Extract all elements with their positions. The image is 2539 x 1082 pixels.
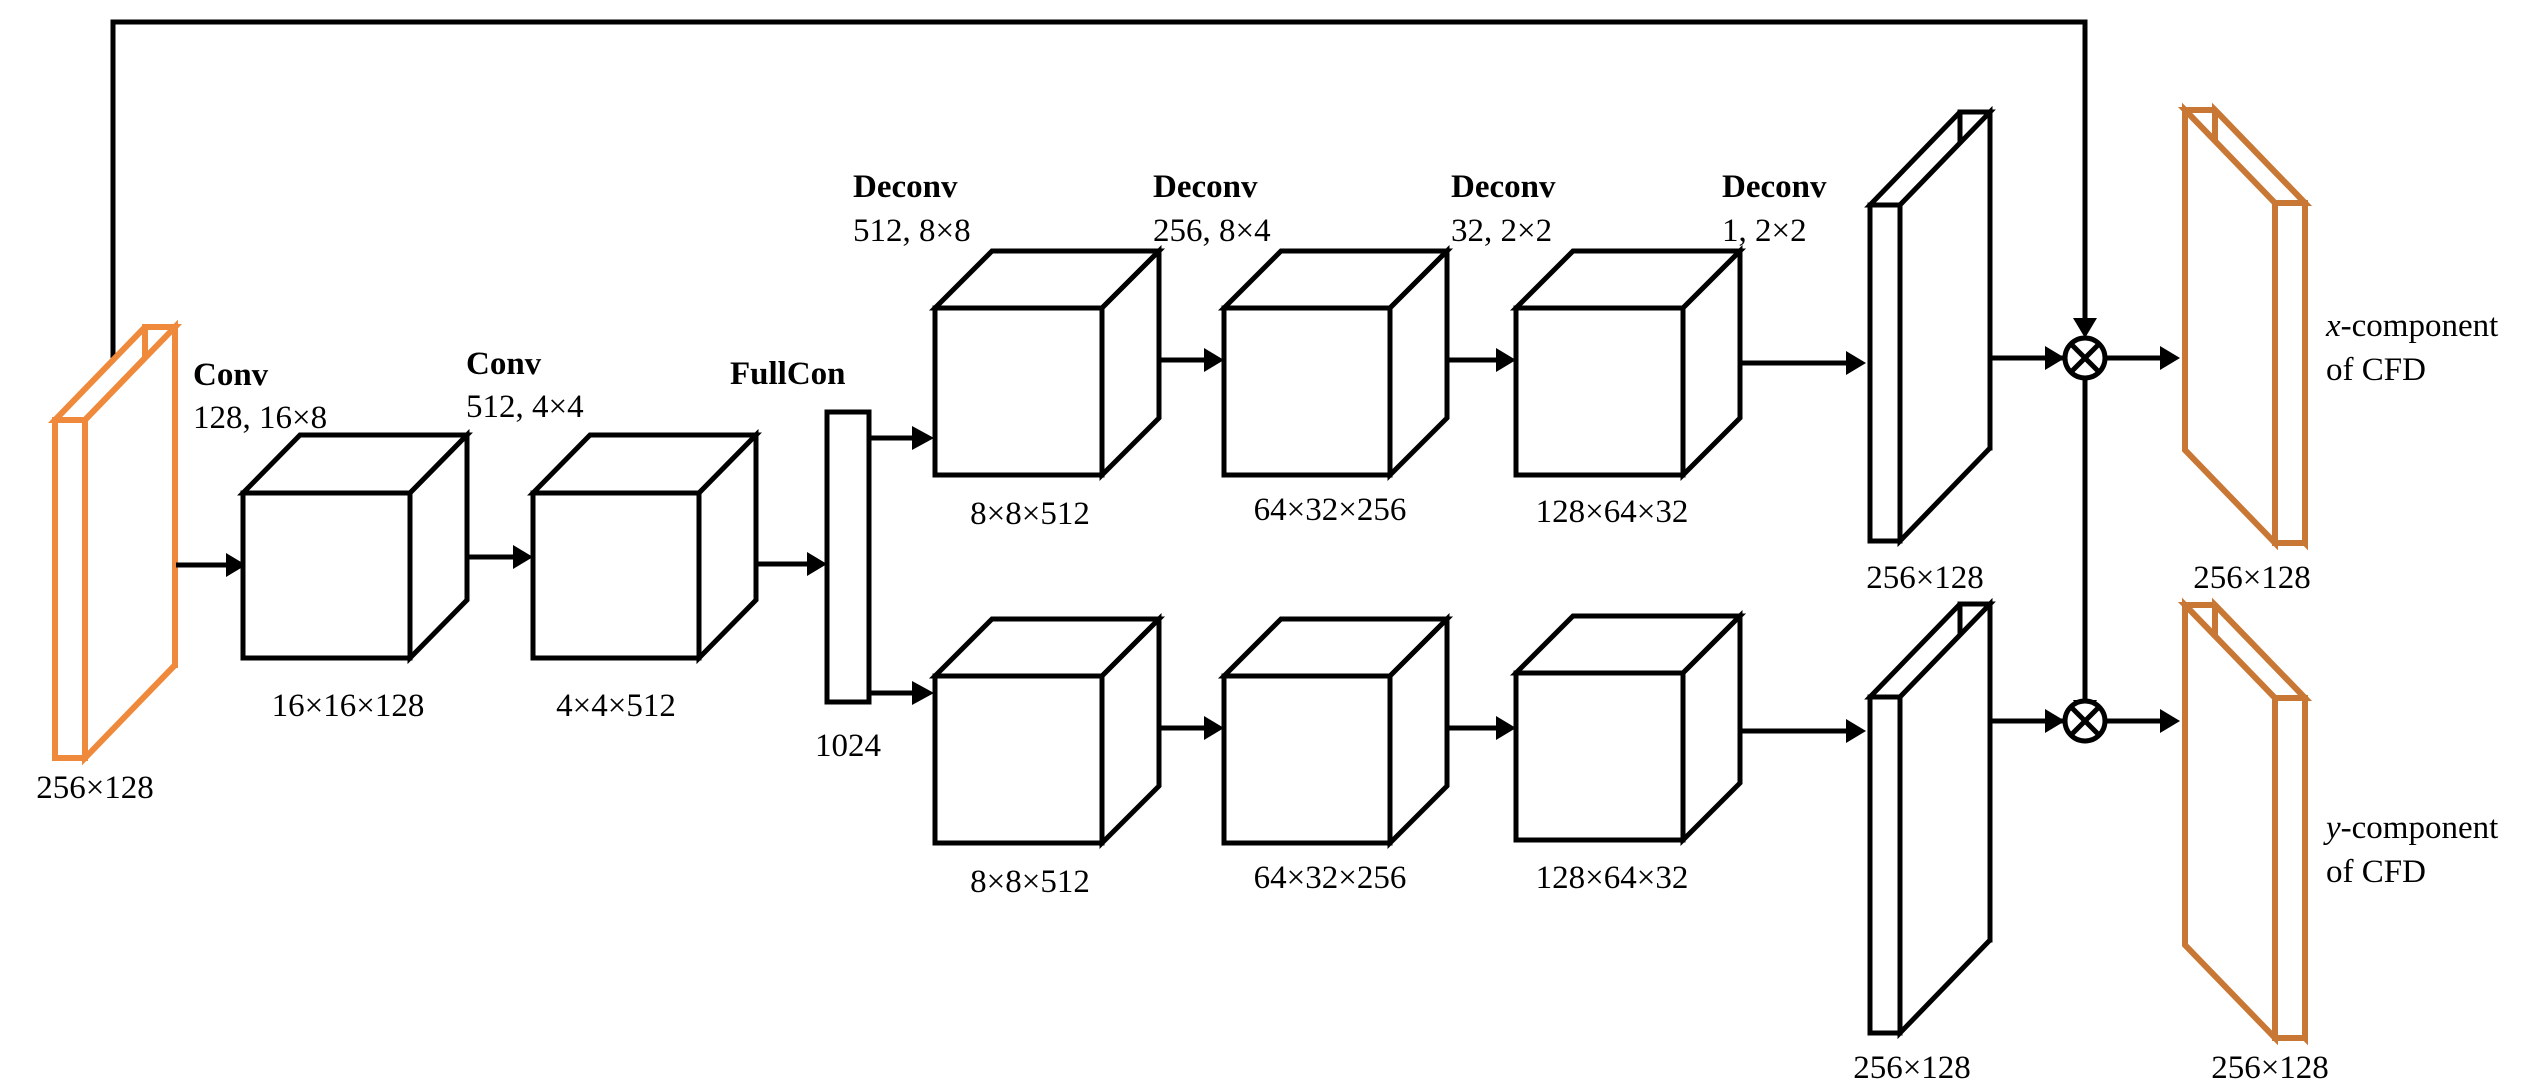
decy-slab [1864, 597, 1996, 1040]
deconv2-op-label: Deconv [1153, 169, 1258, 205]
arrow-decy-to-mult-head [2045, 709, 2065, 733]
fullcon-op-label: FullCon [730, 356, 846, 392]
deconv1-params-label: 512, 8×8 [853, 213, 971, 249]
arrow-decx2-to-decx3-head [1496, 348, 1516, 372]
decx-size-3: 128×64×32 [1536, 494, 1689, 530]
fullcon-bar [824, 409, 872, 705]
multiply-y-icon [2062, 698, 2108, 744]
arrow-fullcon-to-decx1-head [912, 426, 934, 450]
arrow-decy2-to-decy3-head [1496, 716, 1516, 740]
arrow-input-to-conv1-head [226, 553, 246, 577]
decx-output-size: 256×128 [1866, 560, 1984, 596]
output-x-size: 256×128 [2193, 560, 2311, 596]
deconv4-params-label: 1, 2×2 [1722, 213, 1807, 249]
deconv3-op-label: Deconv [1451, 169, 1556, 205]
input-slab [47, 319, 183, 766]
decy-size-1: 8×8×512 [970, 864, 1090, 900]
arrow-decx3-to-decx4-head [1846, 351, 1866, 375]
arrow-conv1-to-conv2-head [513, 545, 533, 569]
decy-size-3: 128×64×32 [1536, 860, 1689, 896]
output-y-size: 256×128 [2211, 1050, 2329, 1082]
input-size-label: 256×128 [36, 770, 154, 806]
output-y-label-line2: of CFD [2326, 854, 2426, 890]
conv2-size-label: 4×4×512 [556, 688, 676, 724]
arrow-multy-to-output-head [2160, 709, 2180, 733]
conv2-op-label: Conv [466, 346, 542, 382]
output-x-label: x-component [2325, 308, 2498, 344]
deconv3-params-label: 32, 2×2 [1451, 213, 1552, 249]
conv1-op-label: Conv [193, 357, 269, 393]
conv1-size-label: 16×16×128 [272, 688, 425, 724]
decx-cube-2 [1217, 244, 1454, 482]
decx-size-1: 8×8×512 [970, 496, 1090, 532]
deconv1-op-label: Deconv [853, 169, 958, 205]
conv2-params-label: 512, 4×4 [466, 389, 584, 425]
output-x-label-line2: of CFD [2326, 352, 2426, 388]
decy-cube-1 [928, 612, 1166, 850]
decx-cube-1 [928, 244, 1166, 482]
deconv4-op-label: Deconv [1722, 169, 1827, 205]
conv1-params-label: 128, 16×8 [193, 400, 327, 436]
arrow-decx-to-mult-head [2045, 346, 2065, 370]
skip-connection-arrowhead [2073, 318, 2097, 338]
decy-cube-2 [1217, 612, 1454, 850]
arrow-decy1-to-decy2-head [1204, 716, 1224, 740]
deconv2-params-label: 256, 8×4 [1153, 213, 1271, 249]
decy-output-size: 256×128 [1853, 1050, 1971, 1082]
arrow-multx-to-output-head [2160, 346, 2180, 370]
conv2-cube [527, 428, 762, 665]
conv1-cube [237, 428, 473, 665]
output-y-label: y-component [2323, 810, 2498, 846]
arrow-decy3-to-decy4-head [1846, 719, 1866, 743]
arrow-conv2-to-fullcon-head [807, 552, 827, 576]
decy-cube-3 [1509, 609, 1747, 847]
decx-size-2: 64×32×256 [1254, 492, 1407, 528]
output-x-slab [2177, 102, 2313, 551]
decy-size-2: 64×32×256 [1254, 860, 1407, 896]
multiply-x-icon [2062, 335, 2108, 381]
arrow-decx1-to-decx2-head [1204, 348, 1224, 372]
decx-slab [1864, 105, 1996, 548]
output-y-slab [2177, 597, 2313, 1046]
arrow-fullcon-to-decy1-head [912, 681, 934, 705]
skip-connection-line [110, 19, 2088, 358]
fullcon-size-label: 1024 [815, 728, 881, 764]
decx-cube-3 [1509, 244, 1747, 482]
